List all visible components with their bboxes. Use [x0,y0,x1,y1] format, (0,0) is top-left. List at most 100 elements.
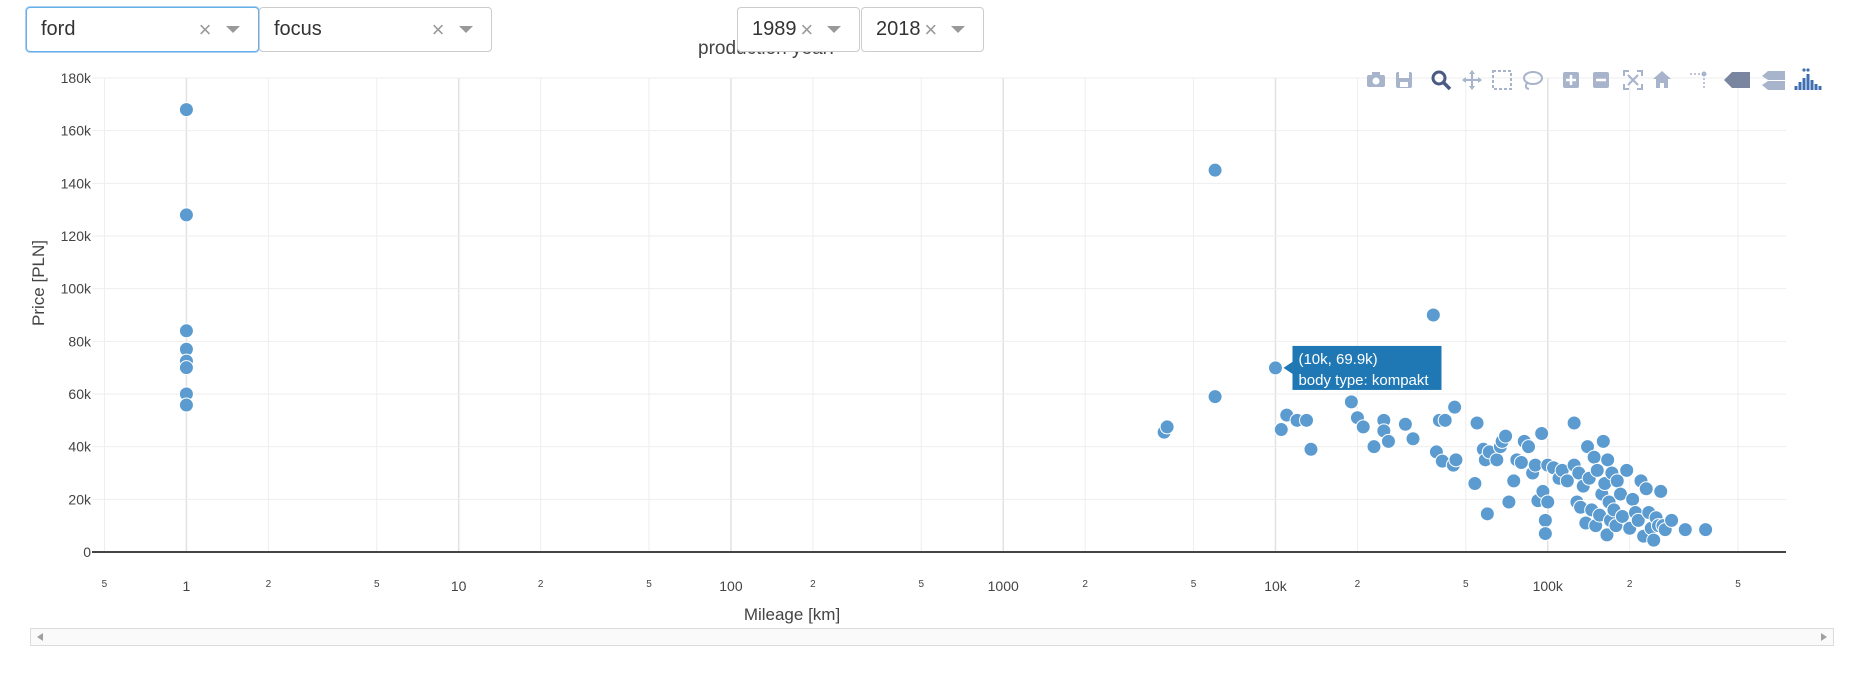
data-point[interactable] [1540,494,1556,510]
toggle-spike-lines-icon[interactable] [1689,71,1707,90]
data-point[interactable] [1630,512,1646,528]
data-point[interactable] [1677,522,1693,538]
zoom-out-icon[interactable] [1593,72,1609,88]
data-point[interactable] [178,323,194,339]
data-point[interactable] [1559,473,1575,489]
x-minor-tick-label: 2 [1627,579,1633,590]
data-point[interactable] [1600,452,1616,468]
data-point[interactable] [1448,452,1464,468]
data-point[interactable] [1355,419,1371,435]
zoom-in-icon[interactable] [1563,72,1579,88]
x-minor-tick-label: 5 [374,579,380,590]
data-point[interactable] [1698,522,1714,538]
data-point[interactable] [1664,512,1680,528]
hover-tooltip: (10k, 69.9k) body type: kompakt [1283,345,1442,390]
data-point[interactable] [1425,307,1441,323]
reset-axes-icon[interactable] [1653,71,1671,88]
autoscale-icon[interactable] [1623,70,1643,90]
grid-lines [92,77,1786,553]
data-point[interactable] [1303,441,1319,457]
data-point[interactable] [1625,491,1641,507]
data-point[interactable] [1537,526,1553,542]
data-point[interactable] [1273,422,1289,438]
data-point[interactable] [1479,506,1495,522]
data-point[interactable] [1207,389,1223,405]
plotly-logo-icon[interactable] [1794,68,1822,90]
make-chevron-down-icon[interactable] [226,26,240,33]
scroll-right-icon[interactable] [1821,633,1827,641]
scatter-plot[interactable]: 5 2 5 2 5 2 5 2 5 2 5 2 5 1 10 100 1000 10k 100k 0 20k 40k 60… [0,0,1851,625]
model-clear-icon[interactable]: × [431,16,445,42]
model-select[interactable]: focus × [259,7,492,52]
x-minor-tick-label: 5 [1735,579,1741,590]
year-from-clear-icon[interactable]: × [800,16,814,42]
make-select[interactable]: ford × [26,7,259,52]
data-point[interactable] [1599,527,1615,543]
data-point[interactable] [178,360,194,376]
data-point[interactable] [1498,428,1514,444]
horizontal-scrollbar[interactable] [30,628,1834,646]
data-point[interactable] [1527,457,1543,473]
data-point[interactable] [1467,476,1483,492]
data-point[interactable] [1646,532,1662,548]
x-tick-label: 100k [1533,578,1564,594]
data-point[interactable] [1619,462,1635,478]
make-clear-icon[interactable]: × [198,16,212,42]
year-to-clear-icon[interactable]: × [924,16,938,42]
data-point[interactable] [1506,473,1522,489]
data-point[interactable] [1534,426,1550,441]
pan-icon[interactable] [1462,70,1482,90]
data-point[interactable] [178,207,194,223]
data-point[interactable] [1521,439,1537,455]
data-point[interactable] [1566,415,1582,431]
camera-icon[interactable] [1367,72,1385,87]
data-point[interactable] [1437,412,1453,428]
model-chevron-down-icon[interactable] [459,26,473,33]
year-from-select[interactable]: 1989 × [737,7,860,52]
data-point[interactable] [1537,512,1553,528]
hover-closest-icon[interactable] [1724,72,1750,88]
x-minor-tick-label: 5 [1463,579,1469,590]
year-to-select[interactable]: 2018 × [861,7,984,52]
data-point[interactable] [1638,481,1654,497]
x-minor-tick-label: 5 [102,579,108,590]
data-point[interactable] [1267,360,1283,376]
data-point[interactable] [178,397,194,413]
data-point[interactable] [1469,415,1485,431]
zoom-icon[interactable] [1431,70,1452,91]
data-point[interactable] [1489,452,1505,468]
y-tick-label: 40k [68,439,92,455]
lasso-select-icon[interactable] [1523,71,1543,90]
scroll-left-icon[interactable] [37,633,43,641]
data-point[interactable] [1397,416,1413,432]
data-point[interactable] [1343,394,1359,410]
year-to-chevron-down-icon[interactable] [951,26,965,33]
data-point[interactable] [1513,454,1529,470]
data-point[interactable] [1586,449,1602,465]
y-tick-label: 120k [61,228,92,244]
data-point[interactable] [1589,462,1605,478]
data-point[interactable] [1501,494,1517,510]
data-point[interactable] [1299,412,1315,428]
hover-compare-icon[interactable] [1762,71,1785,90]
data-point[interactable] [1380,433,1396,449]
x-tick-label: 10 [451,578,467,594]
data-point[interactable] [1366,439,1382,455]
x-tick-label: 100 [719,578,743,594]
save-icon[interactable] [1396,72,1412,88]
data-point[interactable] [1447,399,1463,415]
box-select-icon[interactable] [1492,70,1512,90]
x-axis-title: Mileage [km] [744,605,840,624]
year-to-value: 2018 [876,18,921,40]
y-tick-label: 100k [61,281,92,297]
data-point[interactable] [1595,433,1611,449]
y-tick-label: 140k [61,175,92,191]
year-from-value: 1989 [752,18,797,40]
data-point[interactable] [1653,483,1669,499]
x-minor-tick-label: 2 [810,579,816,590]
data-point[interactable] [1159,419,1175,435]
data-point[interactable] [178,102,194,118]
data-point[interactable] [1405,431,1421,447]
data-point[interactable] [1207,162,1223,178]
year-from-chevron-down-icon[interactable] [827,26,841,33]
